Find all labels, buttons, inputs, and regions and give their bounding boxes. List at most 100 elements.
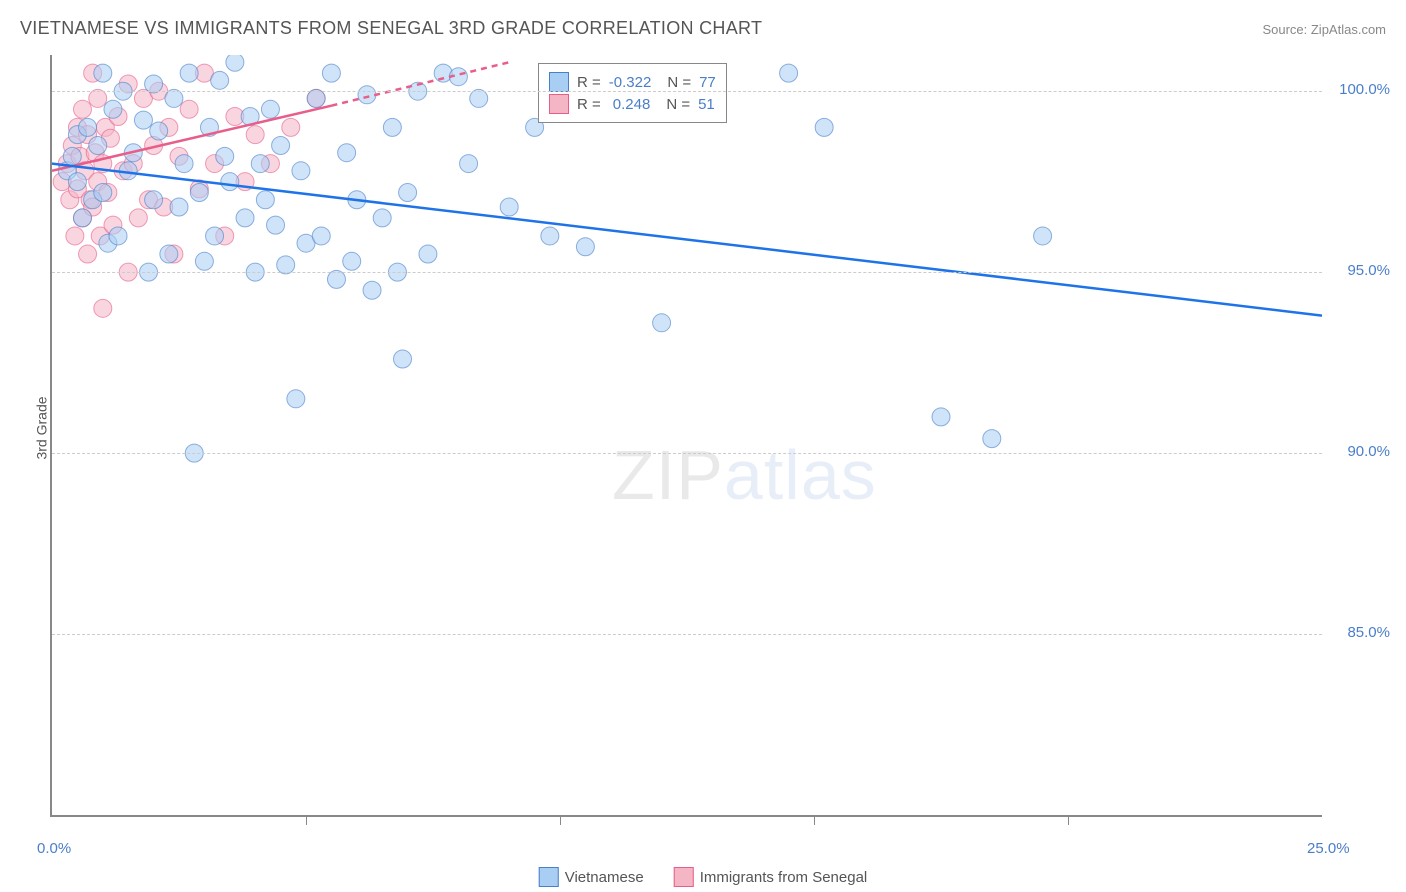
scatter-point-vietnamese [94, 184, 112, 202]
scatter-point-vietnamese [221, 173, 239, 191]
scatter-point-vietnamese [190, 184, 208, 202]
scatter-point-vietnamese [383, 118, 401, 136]
source-label: Source: ZipAtlas.com [1262, 22, 1386, 37]
y-tick-label: 90.0% [1347, 443, 1390, 460]
scatter-point-vietnamese [63, 147, 81, 165]
legend-swatch-senegal [674, 867, 694, 887]
legend-row-1: R = -0.322 N = 77 [549, 72, 716, 92]
plot-area: R = -0.322 N = 77 R = 0.248 N = 51 ZIPat… [50, 55, 1322, 817]
scatter-point-vietnamese [256, 191, 274, 209]
scatter-point-vietnamese [79, 118, 97, 136]
r-value-2: 0.248 [613, 96, 651, 113]
bottom-legend-item-1: Vietnamese [539, 867, 644, 887]
scatter-point-vietnamese [287, 390, 305, 408]
scatter-point-senegal [246, 126, 264, 144]
grid-line-h [52, 272, 1322, 273]
scatter-point-vietnamese [73, 209, 91, 227]
n-label: N = [666, 96, 690, 113]
scatter-point-vietnamese [322, 64, 340, 82]
r-label: R = [577, 74, 601, 91]
scatter-point-vietnamese [815, 118, 833, 136]
series1-label: Vietnamese [565, 869, 644, 886]
chart-title: VIETNAMESE VS IMMIGRANTS FROM SENEGAL 3R… [20, 18, 762, 39]
scatter-point-vietnamese [109, 227, 127, 245]
x-tick-label: 0.0% [37, 840, 71, 857]
scatter-point-vietnamese [500, 198, 518, 216]
watermark-bold: ZIP [612, 436, 724, 514]
y-tick-label: 100.0% [1339, 81, 1390, 98]
scatter-point-vietnamese [195, 252, 213, 270]
scatter-point-vietnamese [338, 144, 356, 162]
watermark: ZIPatlas [612, 435, 877, 515]
scatter-point-vietnamese [226, 55, 244, 71]
scatter-point-vietnamese [292, 162, 310, 180]
correlation-legend: R = -0.322 N = 77 R = 0.248 N = 51 [538, 63, 727, 123]
r-label: R = [577, 96, 601, 113]
scatter-point-senegal [94, 299, 112, 317]
scatter-point-vietnamese [272, 136, 290, 154]
bottom-legend-item-2: Immigrants from Senegal [674, 867, 868, 887]
scatter-point-vietnamese [541, 227, 559, 245]
bottom-legend: Vietnamese Immigrants from Senegal [539, 867, 868, 887]
watermark-light: atlas [724, 436, 877, 514]
y-tick-label: 95.0% [1347, 262, 1390, 279]
scatter-point-senegal [79, 245, 97, 263]
x-tick-label: 25.0% [1307, 840, 1350, 857]
scatter-point-vietnamese [134, 111, 152, 129]
scatter-point-vietnamese [68, 173, 86, 191]
scatter-point-vietnamese [206, 227, 224, 245]
scatter-point-vietnamese [145, 191, 163, 209]
scatter-point-vietnamese [175, 155, 193, 173]
series2-label: Immigrants from Senegal [700, 869, 868, 886]
scatter-point-vietnamese [150, 122, 168, 140]
scatter-point-senegal [129, 209, 147, 227]
scatter-point-vietnamese [780, 64, 798, 82]
grid-line-h [52, 634, 1322, 635]
scatter-point-vietnamese [460, 155, 478, 173]
legend-swatch-vietnamese [549, 72, 569, 92]
scatter-point-vietnamese [343, 252, 361, 270]
r-value-1: -0.322 [609, 74, 652, 91]
scatter-point-vietnamese [261, 100, 279, 118]
scatter-point-vietnamese [216, 147, 234, 165]
scatter-point-vietnamese [363, 281, 381, 299]
scatter-point-vietnamese [653, 314, 671, 332]
n-value-1: 77 [699, 74, 716, 91]
scatter-point-vietnamese [358, 86, 376, 104]
scatter-point-senegal [66, 227, 84, 245]
x-tick-mark [306, 815, 307, 825]
x-tick-mark [1068, 815, 1069, 825]
scatter-point-vietnamese [170, 198, 188, 216]
scatter-point-vietnamese [394, 350, 412, 368]
scatter-point-vietnamese [312, 227, 330, 245]
grid-line-h [52, 91, 1322, 92]
legend-row-2: R = 0.248 N = 51 [549, 94, 716, 114]
scatter-point-senegal [73, 100, 91, 118]
scatter-point-vietnamese [160, 245, 178, 263]
legend-swatch-senegal [549, 94, 569, 114]
scatter-point-vietnamese [1034, 227, 1052, 245]
scatter-point-vietnamese [89, 136, 107, 154]
grid-line-h [52, 453, 1322, 454]
scatter-point-vietnamese [94, 64, 112, 82]
scatter-point-vietnamese [373, 209, 391, 227]
x-tick-mark [814, 815, 815, 825]
scatter-point-vietnamese [251, 155, 269, 173]
x-tick-mark [560, 815, 561, 825]
y-tick-label: 85.0% [1347, 624, 1390, 641]
n-label: N = [667, 74, 691, 91]
legend-swatch-vietnamese [539, 867, 559, 887]
scatter-point-vietnamese [983, 430, 1001, 448]
scatter-point-senegal [282, 118, 300, 136]
scatter-point-vietnamese [932, 408, 950, 426]
scatter-point-vietnamese [267, 216, 285, 234]
scatter-point-vietnamese [419, 245, 437, 263]
scatter-point-vietnamese [104, 100, 122, 118]
scatter-point-vietnamese [211, 71, 229, 89]
n-value-2: 51 [698, 96, 715, 113]
scatter-point-vietnamese [180, 64, 198, 82]
scatter-point-vietnamese [236, 209, 254, 227]
y-axis-label: 3rd Grade [34, 396, 50, 459]
scatter-point-vietnamese [399, 184, 417, 202]
scatter-point-senegal [180, 100, 198, 118]
